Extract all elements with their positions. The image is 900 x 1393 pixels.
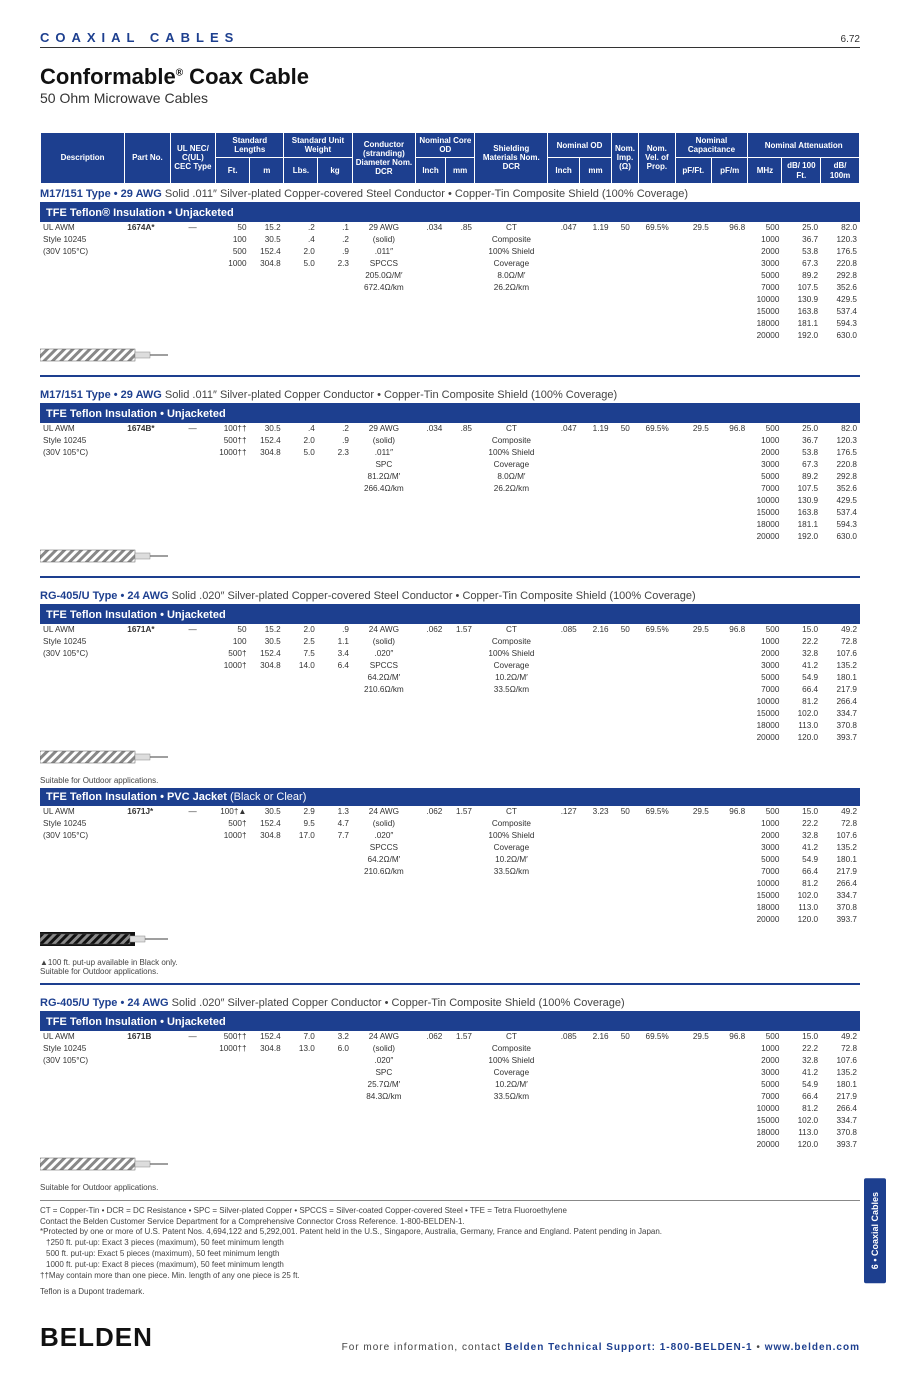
table-row: 205.0Ω/M′8.0Ω/M′500089.2292.8 [40, 270, 860, 282]
data-table: UL AWM1671J*—100†▲30.52.91.324 AWG.0621.… [40, 806, 860, 926]
footnote-line: 1000 ft. put-up: Exact 8 pieces (maximum… [40, 1260, 860, 1271]
table-row: SPCCoverage300067.3220.8 [40, 459, 860, 471]
footnote-line: Teflon is a Dupont trademark. [40, 1287, 860, 1298]
data-table: UL AWM1674B*—100††30.5.4.229 AWG.034.85C… [40, 423, 860, 543]
page-subtitle: 50 Ohm Microwave Cables [40, 90, 860, 106]
cable-icon [40, 547, 170, 565]
cable-icon [40, 748, 170, 766]
data-table: UL AWM1674A*—5015.2.2.129 AWG.034.85CT.0… [40, 222, 860, 342]
table-row: (30V 105°C)500†152.47.53.4.020″100% Shie… [40, 648, 860, 660]
footnote-line: *Protected by one or more of U.S. Patent… [40, 1227, 860, 1238]
table-row: 64.2Ω/M′10.2Ω/M′500054.9180.1 [40, 854, 860, 866]
table-row: 210.6Ω/km33.5Ω/km700066.4217.9 [40, 684, 860, 696]
table-row: Style 102451000††304.813.06.0(solid)Comp… [40, 1043, 860, 1055]
block-note: Suitable for Outdoor applications. [40, 776, 860, 785]
table-row: 18000181.1594.3 [40, 519, 860, 531]
footnote-line: ††May contain more than one piece. Min. … [40, 1271, 860, 1282]
footnotes: CT = Copper-Tin • DCR = DC Resistance • … [40, 1200, 860, 1298]
table-row: 1000081.2266.4 [40, 1103, 860, 1115]
table-row: 1000304.85.02.3SPCCSCoverage300067.3220.… [40, 258, 860, 270]
table-row: 20000120.0393.7 [40, 914, 860, 926]
table-row: Style 1024510030.5.4.2(solid)Composite10… [40, 234, 860, 246]
footnote-line: Contact the Belden Customer Service Depa… [40, 1217, 860, 1228]
table-row: UL AWM1674B*—100††30.5.4.229 AWG.034.85C… [40, 423, 860, 435]
table-row: 64.2Ω/M′10.2Ω/M′500054.9180.1 [40, 672, 860, 684]
table-row: 1000†304.814.06.4SPCCSCoverage300041.213… [40, 660, 860, 672]
table-row: 1000081.2266.4 [40, 878, 860, 890]
footer-text: For more information, contact Belden Tec… [342, 1342, 860, 1353]
footnote-line: CT = Copper-Tin • DCR = DC Resistance • … [40, 1206, 860, 1217]
table-row: 18000181.1594.3 [40, 318, 860, 330]
page-header: COAXIAL CABLES 6.72 [40, 30, 860, 48]
table-row: 18000113.0370.8 [40, 720, 860, 732]
table-row: 15000102.0334.7 [40, 1115, 860, 1127]
brand-logo: BELDEN [40, 1322, 153, 1353]
table-row: 210.6Ω/km33.5Ω/km700066.4217.9 [40, 866, 860, 878]
table-row: 84.3Ω/km33.5Ω/km700066.4217.9 [40, 1091, 860, 1103]
spec-content: M17/151 Type • 29 AWG Solid .011″ Silver… [40, 184, 860, 1192]
variant-bar: TFE Teflon Insulation • Unjacketed [40, 405, 860, 423]
table-row: 20000120.0393.7 [40, 1139, 860, 1151]
page-footer: BELDEN For more information, contact Bel… [40, 1322, 860, 1353]
variant-bar: TFE Teflon Insulation • Unjacketed [40, 1013, 860, 1031]
header-table: DescriptionPart No.UL NEC/ C(UL) CEC Typ… [40, 132, 860, 184]
table-row: (30V 105°C)500152.42.0.9.011″100% Shield… [40, 246, 860, 258]
table-row: UL AWM1674A*—5015.2.2.129 AWG.034.85CT.0… [40, 222, 860, 234]
spec-header-table: DescriptionPart No.UL NEC/ C(UL) CEC Typ… [40, 132, 860, 184]
table-row: SPCCoverage300041.2135.2 [40, 1067, 860, 1079]
cable-icon [40, 346, 170, 364]
footnote-line: †250 ft. put-up: Exact 3 pieces (maximum… [40, 1238, 860, 1249]
block-note: Suitable for Outdoor applications. [40, 1183, 860, 1192]
table-row: UL AWM1671A*—5015.22.0.924 AWG.0621.57CT… [40, 624, 860, 636]
table-row: 25.7Ω/M′10.2Ω/M′500054.9180.1 [40, 1079, 860, 1091]
variant-bar: TFE Teflon® Insulation • Unjacketed [40, 204, 860, 222]
table-row: 15000163.8537.4 [40, 306, 860, 318]
table-row: Style 10245500††152.42.0.9(solid)Composi… [40, 435, 860, 447]
table-row: Style 1024510030.52.51.1(solid)Composite… [40, 636, 860, 648]
cable-icon [40, 1155, 170, 1173]
variant-bar: TFE Teflon Insulation • PVC Jacket (Blac… [40, 788, 860, 806]
table-row: 81.2Ω/M′8.0Ω/M′500089.2292.8 [40, 471, 860, 483]
family-bar: M17/151 Type • 29 AWG Solid .011″ Silver… [40, 385, 860, 405]
footnote-line: 500 ft. put-up: Exact 5 pieces (maximum)… [40, 1249, 860, 1260]
cable-icon [40, 930, 170, 948]
table-row: Style 10245500†152.49.54.7(solid)Composi… [40, 818, 860, 830]
table-row: 10000130.9429.5 [40, 495, 860, 507]
data-table: UL AWM1671A*—5015.22.0.924 AWG.0621.57CT… [40, 624, 860, 744]
table-row: UL AWM1671B—500††152.47.03.224 AWG.0621.… [40, 1031, 860, 1043]
title-block: Conformable® Coax Cable 50 Ohm Microwave… [40, 64, 860, 106]
data-table: UL AWM1671B—500††152.47.03.224 AWG.0621.… [40, 1031, 860, 1151]
table-row: UL AWM1671J*—100†▲30.52.91.324 AWG.0621.… [40, 806, 860, 818]
table-row: SPCCSCoverage300041.2135.2 [40, 842, 860, 854]
table-row: (30V 105°C).020″100% Shield200032.8107.6 [40, 1055, 860, 1067]
family-bar: RG-405/U Type • 24 AWG Solid .020″ Silve… [40, 586, 860, 606]
table-row: 18000113.0370.8 [40, 902, 860, 914]
table-row: (30V 105°C)1000†304.817.07.7.020″100% Sh… [40, 830, 860, 842]
family-bar: M17/151 Type • 29 AWG Solid .011″ Silver… [40, 184, 860, 204]
table-row: (30V 105°C)1000††304.85.02.3.011″100% Sh… [40, 447, 860, 459]
table-row: 266.4Ω/km26.2Ω/km7000107.5352.6 [40, 483, 860, 495]
table-row: 10000130.9429.5 [40, 294, 860, 306]
table-row: 18000113.0370.8 [40, 1127, 860, 1139]
table-row: 15000163.8537.4 [40, 507, 860, 519]
table-row: 15000102.0334.7 [40, 708, 860, 720]
table-row: 20000120.0393.7 [40, 732, 860, 744]
page-number: 6.72 [841, 34, 860, 45]
table-row: 1000081.2266.4 [40, 696, 860, 708]
block-note: ▲100 ft. put-up available in Black only.… [40, 958, 860, 976]
family-bar: RG-405/U Type • 24 AWG Solid .020″ Silve… [40, 993, 860, 1013]
table-row: 672.4Ω/km26.2Ω/km7000107.5352.6 [40, 282, 860, 294]
table-row: 20000192.0630.0 [40, 531, 860, 543]
variant-bar: TFE Teflon Insulation • Unjacketed [40, 606, 860, 624]
table-row: 15000102.0334.7 [40, 890, 860, 902]
category-label: COAXIAL CABLES [40, 30, 239, 45]
page-title: Conformable® Coax Cable [40, 64, 309, 89]
table-row: 20000192.0630.0 [40, 330, 860, 342]
